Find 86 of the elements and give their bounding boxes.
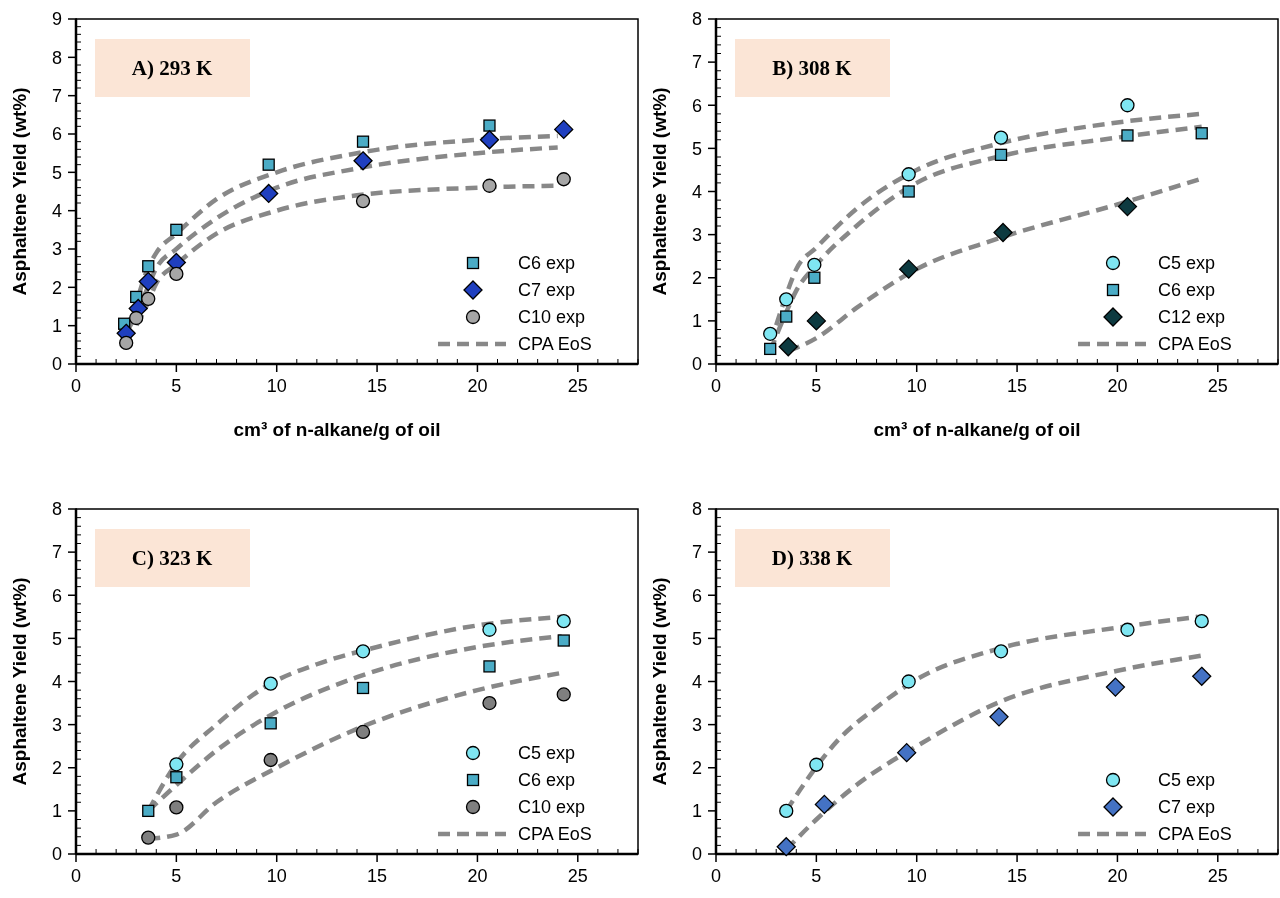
legend-label: C5 exp — [518, 743, 576, 764]
y-tick-label: 3 — [51, 239, 62, 260]
y-tick-label: 4 — [51, 200, 62, 221]
x-tick-label: 0 — [710, 376, 722, 396]
x-tick-label: 0 — [710, 866, 722, 886]
legend-label: CPA EoS — [1158, 334, 1232, 355]
y-tick-label: 3 — [691, 714, 702, 735]
legend-label: CPA EoS — [518, 334, 592, 355]
legend-label: C12 exp — [1158, 307, 1226, 328]
x-tick-label: 10 — [906, 376, 927, 396]
y-tick-label: 0 — [51, 354, 62, 375]
y-tick-label: 4 — [691, 671, 702, 692]
y-tick-label: 5 — [51, 628, 62, 649]
x-tick-label: 15 — [1007, 866, 1028, 886]
y-axis-title: Asphaltene Yield (wt%) — [9, 87, 30, 296]
y-tick-label: 6 — [51, 124, 62, 145]
text: C) 323 K — [131, 546, 213, 571]
y-tick-label: 5 — [691, 628, 702, 649]
x-tick-label: 25 — [567, 866, 588, 886]
x-tick-label: 15 — [367, 866, 388, 886]
legend-label: C6 exp — [518, 770, 576, 791]
x-tick-label: 20 — [467, 866, 488, 886]
y-tick-label: 8 — [691, 9, 702, 30]
y-tick-label: 1 — [691, 311, 702, 332]
y-tick-label: 2 — [51, 277, 62, 298]
y-tick-label: 2 — [691, 268, 702, 289]
y-tick-label: 8 — [691, 499, 702, 520]
x-tick-label: 10 — [266, 866, 287, 886]
y-tick-label: 0 — [691, 354, 702, 375]
text: D) 338 K — [771, 546, 853, 571]
y-tick-label: 7 — [51, 542, 62, 563]
y-axis-title: Asphaltene Yield (wt%) — [649, 577, 670, 786]
x-tick-label: 0 — [70, 376, 82, 396]
x-axis-title: cm³ of n-alkane/g of oil — [233, 419, 441, 440]
x-tick-label: 5 — [811, 866, 822, 886]
legend-label: C7 exp — [518, 280, 576, 301]
x-tick-label: 25 — [1207, 376, 1228, 396]
x-tick-label: 0 — [70, 866, 82, 886]
legend-label: CPA EoS — [1158, 824, 1232, 845]
legend-label: CPA EoS — [518, 824, 592, 845]
y-tick-label: 9 — [51, 9, 62, 30]
y-tick-label: 7 — [691, 542, 702, 563]
text: B) 308 K — [772, 56, 853, 81]
y-tick-label: 1 — [51, 801, 62, 822]
legend-label: C10 exp — [518, 797, 586, 818]
x-tick-label: 10 — [906, 866, 927, 886]
x-tick-label: 25 — [1207, 866, 1228, 886]
legend-label: C6 exp — [1158, 280, 1216, 301]
y-tick-label: 2 — [51, 758, 62, 779]
y-tick-label: 6 — [691, 585, 702, 606]
x-tick-label: 20 — [1107, 866, 1128, 886]
y-tick-label: 8 — [51, 499, 62, 520]
y-tick-label: 0 — [691, 844, 702, 865]
x-tick-label: 15 — [367, 376, 388, 396]
y-tick-label: 4 — [51, 671, 62, 692]
y-axis-title: Asphaltene Yield (wt%) — [649, 87, 670, 296]
y-tick-label: 3 — [51, 714, 62, 735]
legend-label: C10 exp — [518, 307, 586, 328]
y-tick-label: 6 — [691, 95, 702, 116]
y-tick-label: 6 — [51, 585, 62, 606]
x-axis-title: cm³ of n-alkane/g of oil — [873, 419, 1081, 440]
y-tick-label: 5 — [51, 162, 62, 183]
y-tick-label: 2 — [691, 758, 702, 779]
x-tick-label: 20 — [467, 376, 488, 396]
legend-label: C6 exp — [518, 253, 576, 274]
legend-label: C5 exp — [1158, 253, 1216, 274]
legend-label: C7 exp — [1158, 797, 1216, 818]
x-tick-label: 15 — [1007, 376, 1028, 396]
y-tick-label: 8 — [51, 47, 62, 68]
y-axis-title: Asphaltene Yield (wt%) — [9, 577, 30, 786]
y-tick-label: 4 — [691, 181, 702, 202]
x-tick-label: 5 — [171, 866, 182, 886]
text: A) 293 K — [131, 56, 213, 81]
x-tick-label: 20 — [1107, 376, 1128, 396]
y-tick-label: 3 — [691, 224, 702, 245]
y-tick-label: 7 — [51, 85, 62, 106]
legend-label: C5 exp — [1158, 770, 1216, 791]
x-tick-label: 5 — [171, 376, 182, 396]
x-tick-label: 5 — [811, 376, 822, 396]
x-tick-label: 10 — [266, 376, 287, 396]
y-tick-label: 5 — [691, 138, 702, 159]
y-tick-label: 0 — [51, 844, 62, 865]
y-tick-label: 7 — [691, 52, 702, 73]
y-tick-label: 1 — [51, 315, 62, 336]
x-tick-label: 25 — [567, 376, 588, 396]
y-tick-label: 1 — [691, 801, 702, 822]
